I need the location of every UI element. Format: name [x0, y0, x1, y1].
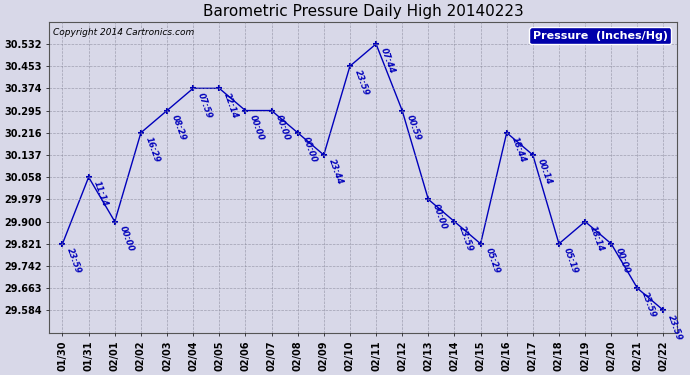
Text: 18:14: 18:14 [588, 224, 606, 253]
Text: 05:19: 05:19 [562, 246, 580, 275]
Text: 18:44: 18:44 [509, 135, 527, 164]
Text: 07:59: 07:59 [196, 91, 214, 120]
Text: 00:14: 00:14 [535, 158, 553, 186]
Text: 23:44: 23:44 [326, 158, 344, 186]
Text: 23:59: 23:59 [457, 224, 475, 253]
Text: 23:59: 23:59 [353, 69, 371, 97]
Text: 00:00: 00:00 [117, 224, 135, 253]
Text: 23:59: 23:59 [66, 246, 83, 275]
Text: 00:00: 00:00 [300, 135, 318, 164]
Text: 11:14: 11:14 [91, 180, 109, 208]
Text: 07:44: 07:44 [379, 47, 397, 75]
Text: 08:29: 08:29 [170, 113, 188, 142]
Title: Barometric Pressure Daily High 20140223: Barometric Pressure Daily High 20140223 [203, 4, 523, 19]
Text: 16:29: 16:29 [144, 135, 161, 164]
Text: 00:59: 00:59 [405, 113, 422, 142]
Text: 00:00: 00:00 [431, 202, 448, 231]
Text: Copyright 2014 Cartronics.com: Copyright 2014 Cartronics.com [52, 28, 194, 37]
Text: 23:59: 23:59 [667, 313, 684, 342]
Text: 05:29: 05:29 [484, 246, 501, 275]
Text: 22:14: 22:14 [222, 91, 239, 120]
Text: 23:59: 23:59 [640, 291, 658, 319]
Text: 00:00: 00:00 [614, 246, 631, 275]
Text: 00:00: 00:00 [275, 113, 292, 142]
Text: 00:00: 00:00 [248, 113, 266, 142]
Legend: Pressure  (Inches/Hg): Pressure (Inches/Hg) [529, 27, 671, 44]
